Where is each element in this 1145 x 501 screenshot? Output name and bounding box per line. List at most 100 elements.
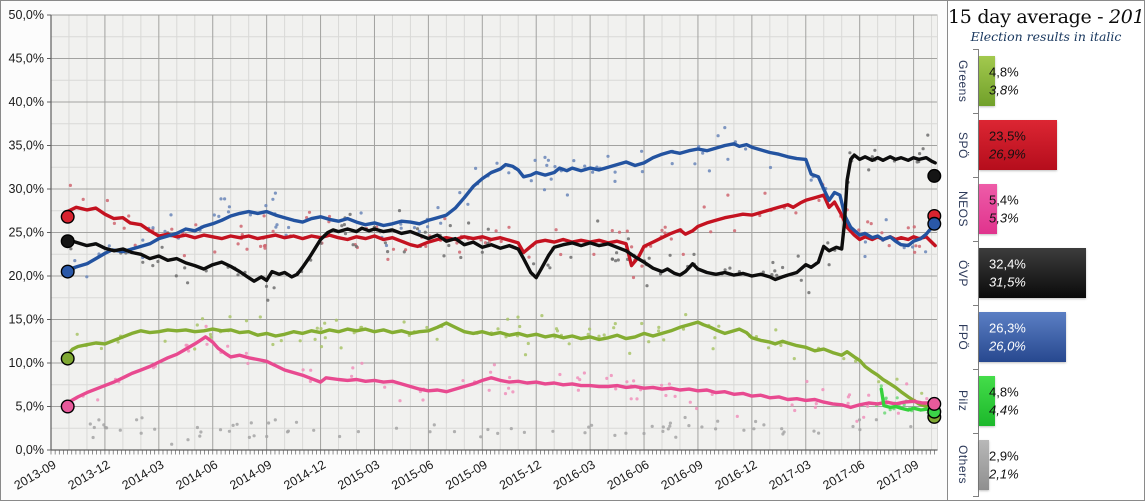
poll-dot-Greens bbox=[567, 342, 571, 346]
poll-dot-Others bbox=[452, 430, 457, 434]
poll-dot-Greens bbox=[163, 339, 167, 343]
poll-dot-SPÖ bbox=[880, 231, 884, 235]
poll-dot-ÖVP bbox=[183, 266, 187, 270]
poll-dot-NEOS bbox=[867, 393, 871, 397]
poll-dot-ÖVP bbox=[272, 286, 276, 290]
poll-dot-ÖVP bbox=[351, 243, 355, 247]
poll-dot-FPÖ bbox=[436, 206, 440, 210]
poll-dot-Others bbox=[668, 424, 672, 428]
poll-dot-ÖVP bbox=[141, 260, 145, 264]
poll-dot-NEOS bbox=[301, 368, 305, 372]
party-values: 4,8% 3,8% bbox=[989, 63, 1019, 98]
poll-dot-Others bbox=[273, 418, 277, 422]
party-result-bar bbox=[979, 440, 989, 490]
poll-dot-ÖVP bbox=[799, 278, 803, 282]
poll-dot-Greens bbox=[613, 322, 617, 326]
poll-dot-NEOS bbox=[398, 399, 402, 403]
poll-dot-FPÖ bbox=[507, 171, 511, 175]
poll-dot-Others bbox=[650, 424, 654, 428]
party-label: NEOS bbox=[956, 190, 970, 227]
poll-dot-Greens bbox=[313, 337, 317, 341]
trend-lines bbox=[65, 142, 937, 412]
poll-dot-Others bbox=[812, 429, 816, 433]
election-marker-FPÖ bbox=[60, 264, 75, 279]
party-values: 23,5% 26,9% bbox=[989, 127, 1026, 162]
poll-dot-SPÖ bbox=[906, 226, 910, 230]
poll-dot-ÖVP bbox=[728, 266, 732, 270]
poll-dot-SPÖ bbox=[709, 230, 713, 234]
poll-dot-Others bbox=[356, 430, 360, 434]
poll-dot-NEOS bbox=[461, 379, 465, 383]
y-tick-label: 5,0% bbox=[16, 400, 45, 414]
poll-dot-Others bbox=[661, 425, 665, 429]
poll-dot-NEOS bbox=[790, 403, 794, 407]
poll-dot-FPÖ bbox=[640, 149, 644, 153]
poll-dot-FPÖ bbox=[543, 155, 547, 159]
poll-dot-FPÖ bbox=[670, 162, 674, 166]
poll-dot-SPÖ bbox=[271, 229, 275, 233]
poll-dot-ÖVP bbox=[156, 259, 160, 264]
poll-dot-Greens bbox=[402, 320, 406, 324]
poll-dot-FPÖ bbox=[274, 225, 278, 229]
poll-dot-SPÖ bbox=[133, 243, 137, 247]
x-tick-label: 2017-09 bbox=[874, 457, 921, 492]
poll-dot-Others bbox=[312, 428, 316, 432]
poll-dot-Others bbox=[762, 423, 766, 427]
poll-dot-SPÖ bbox=[245, 247, 249, 251]
poll-dot-NEOS bbox=[350, 374, 354, 378]
party-label: Others bbox=[956, 445, 970, 485]
poll-dot-NEOS bbox=[582, 371, 587, 375]
poll-dot-FPÖ bbox=[572, 159, 576, 163]
poll-dot-FPÖ bbox=[107, 244, 111, 248]
poll-dot-SPÖ bbox=[733, 229, 737, 233]
poll-dot-FPÖ bbox=[264, 204, 268, 208]
x-tick-label: 2014-09 bbox=[227, 457, 274, 492]
poll-dot-Greens bbox=[602, 333, 606, 337]
poll-dot-NEOS bbox=[629, 397, 633, 401]
election-marker-ÖVP bbox=[927, 168, 942, 183]
poll-dot-ÖVP bbox=[616, 258, 620, 262]
party-result-bar bbox=[979, 248, 1086, 298]
poll-dot-Others bbox=[754, 419, 758, 424]
poll-dot-FPÖ bbox=[744, 147, 748, 151]
poll-dot-SPÖ bbox=[239, 224, 243, 228]
poll-dot-FPÖ bbox=[693, 162, 697, 166]
poll-dot-SPÖ bbox=[917, 244, 922, 248]
poll-dot-SPÖ bbox=[262, 244, 266, 248]
poll-dot-NEOS bbox=[667, 382, 672, 386]
poll-dot-NEOS bbox=[635, 397, 639, 401]
poll-dot-Others bbox=[851, 424, 855, 429]
poll-dot-Greens bbox=[279, 339, 283, 343]
poll-dot-ÖVP bbox=[266, 298, 270, 302]
poll-dot-SPÖ bbox=[170, 227, 174, 231]
legend-row: SPÖ 23,5% 26,9% bbox=[948, 113, 1144, 177]
poll-dot-ÖVP bbox=[781, 265, 785, 270]
poll-dot-NEOS bbox=[244, 351, 248, 355]
election-marker-ÖVP bbox=[60, 234, 75, 249]
poll-dot-SPÖ bbox=[663, 225, 667, 229]
poll-dot-FPÖ bbox=[911, 245, 915, 249]
poll-dot-SPÖ bbox=[610, 229, 614, 233]
poll-dot-Others bbox=[199, 430, 203, 434]
poll-dot-NEOS bbox=[805, 379, 809, 384]
poll-scatter bbox=[68, 126, 934, 446]
y-tick-label: 30,0% bbox=[9, 182, 44, 196]
poll-dot-NEOS bbox=[896, 411, 901, 415]
poll-dot-Greens bbox=[271, 342, 275, 347]
series-line-NEOS bbox=[65, 335, 937, 410]
poll-dot-NEOS bbox=[821, 388, 825, 392]
poll-dot-Others bbox=[742, 428, 746, 432]
poll-dot-Greens bbox=[588, 327, 592, 331]
poll-dot-Greens bbox=[854, 359, 858, 363]
poll-dot-NEOS bbox=[96, 398, 100, 402]
poll-dot-ÖVP bbox=[915, 160, 919, 164]
poll-dot-ÖVP bbox=[69, 247, 73, 251]
poll-dot-FPÖ bbox=[141, 238, 145, 242]
y-tick-label: 25,0% bbox=[9, 226, 44, 240]
poll-dot-NEOS bbox=[187, 349, 191, 353]
poll-dot-SPÖ bbox=[327, 214, 332, 219]
poll-dot-Greens bbox=[334, 318, 338, 322]
poll-dot-Greens bbox=[628, 351, 632, 355]
poll-dot-SPÖ bbox=[630, 245, 634, 249]
y-tick-label: 10,0% bbox=[9, 356, 44, 370]
